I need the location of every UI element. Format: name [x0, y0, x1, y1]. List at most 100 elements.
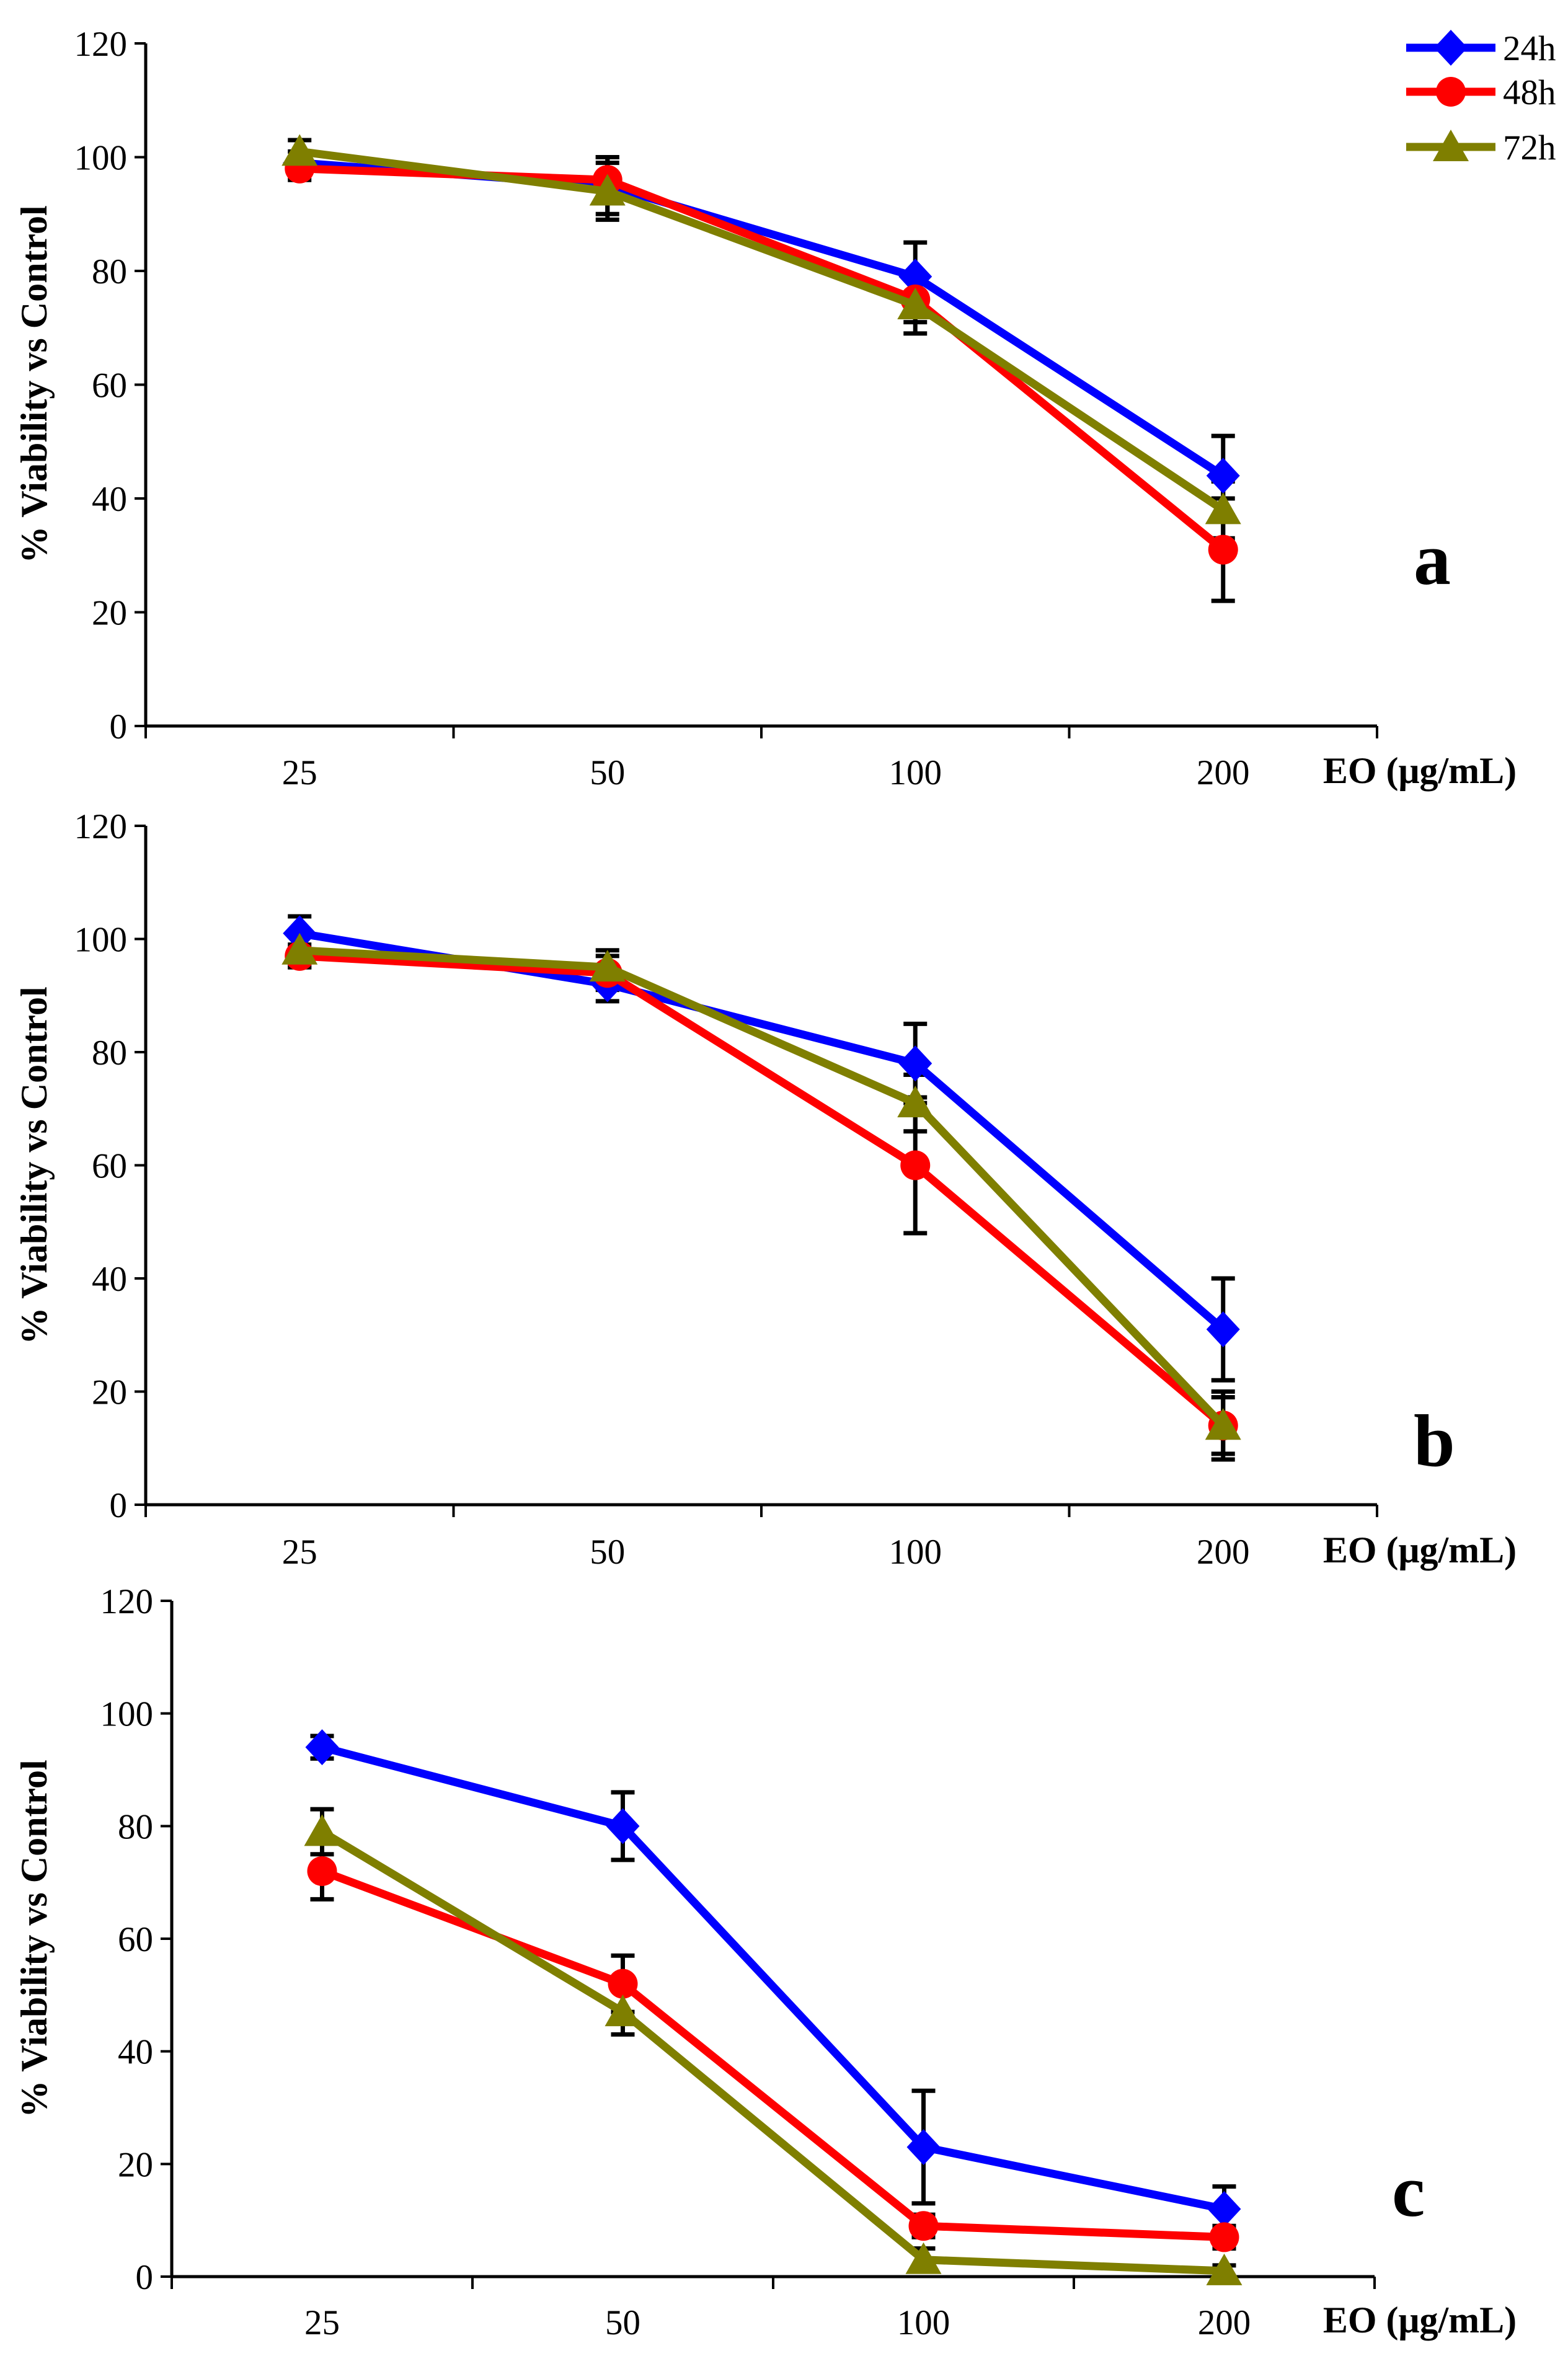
triangle-marker [1205, 492, 1241, 525]
triangle-marker [897, 1086, 934, 1118]
x-tick-label: 25 [282, 753, 317, 792]
series-48h-line [321, 1867, 1225, 2241]
x-tick-label: 50 [605, 2303, 640, 2342]
series-72h-line [320, 1828, 1225, 2275]
triangle-marker [281, 134, 318, 166]
diamond-marker [898, 259, 932, 295]
x-tick-label: 200 [1197, 753, 1250, 792]
x-tick-label: 100 [889, 1533, 942, 1572]
series-24h-line [299, 159, 1226, 479]
triangle-marker [589, 174, 626, 206]
series-72h [304, 1814, 1242, 2285]
x-tick-label: 50 [590, 753, 625, 792]
y-tick-label: 0 [110, 707, 128, 746]
diamond-marker [1206, 1311, 1240, 1348]
legend-label: 48h [1503, 73, 1556, 112]
y-tick-label: 40 [92, 480, 127, 519]
diamond-marker [898, 1045, 932, 1082]
circle-marker [1208, 534, 1238, 565]
triangle-marker [589, 950, 626, 982]
circle-marker [608, 1968, 638, 1999]
series-48h-line [299, 952, 1226, 1429]
triangle-marker [905, 2242, 942, 2274]
axes: 0 20 40 60 80 100 120 25 50 100 200 [74, 807, 1378, 1572]
axes: 0 20 40 60 80 100 120 25 50 100 200 [74, 25, 1378, 792]
triangle-marker [897, 288, 934, 320]
y-tick-label: 60 [118, 1920, 153, 1959]
y-tick-label: 120 [74, 25, 128, 64]
y-axis-title: % Viability vs Control [14, 205, 55, 563]
y-tick-label: 40 [92, 1260, 127, 1299]
y-tick-label: 60 [92, 1147, 127, 1186]
legend-item-24h: 24h [1406, 29, 1556, 68]
x-tick-label: 100 [889, 753, 942, 792]
y-tick-label: 120 [100, 1582, 154, 1621]
y-tick-label: 80 [92, 1034, 127, 1073]
circle-marker [908, 2211, 939, 2241]
y-tick-label: 100 [74, 921, 128, 960]
panel-letter-c: c [1392, 2150, 1425, 2232]
series-24h [305, 1729, 1241, 2227]
triangle-marker [281, 932, 318, 965]
panel-c: 0 20 40 60 80 100 120 25 50 100 200 % Viability vs … [14, 1582, 1517, 2342]
series-48h-line [299, 164, 1226, 553]
x-tick-label: 200 [1198, 2303, 1251, 2342]
triangle-marker [605, 1995, 641, 2027]
x-axis-title: EO (μg/mL) [1323, 750, 1517, 791]
panel-b: 0 20 40 60 80 100 120 25 50 100 200 % Viability vs … [14, 807, 1517, 1572]
y-tick-label: 0 [110, 1486, 128, 1525]
y-tick-label: 120 [74, 807, 128, 846]
y-tick-label: 80 [92, 252, 127, 291]
y-axis-title: % Viability vs Control [14, 986, 55, 1344]
circle-marker [900, 1150, 931, 1180]
panel-a: 0 20 40 60 80 100 120 25 50 100 200 % Viability vs … [14, 25, 1556, 792]
y-tick-label: 100 [74, 139, 128, 178]
legend-circle-marker [1436, 77, 1466, 107]
y-tick-label: 20 [118, 2145, 153, 2184]
y-tick-label: 60 [92, 366, 127, 405]
series-24h-line [299, 929, 1226, 1333]
circle-marker [307, 1856, 337, 1886]
diamond-marker [906, 2129, 941, 2166]
y-tick-label: 100 [100, 1695, 154, 1734]
y-tick-label: 80 [118, 1807, 153, 1846]
error-bars [288, 914, 1235, 1462]
triangle-marker [1206, 2253, 1242, 2285]
x-axis-title: EO (μg/mL) [1323, 1530, 1517, 1570]
y-tick-label: 40 [118, 2033, 153, 2072]
triangle-marker [304, 1814, 340, 1846]
x-tick-label: 25 [282, 1533, 317, 1572]
diamond-marker [1206, 458, 1240, 494]
panel-letter-b: b [1414, 1399, 1455, 1482]
error-bars [310, 1734, 1236, 2279]
circle-marker [1209, 2222, 1239, 2252]
y-tick-label: 0 [136, 2258, 154, 2297]
series-48h [307, 1856, 1239, 2252]
diamond-marker [1207, 2191, 1241, 2227]
diamond-marker [606, 1808, 640, 1844]
error-bars [288, 138, 1235, 603]
panel-letter-a: a [1414, 518, 1451, 600]
triangle-marker [1205, 1408, 1241, 1440]
y-tick-label: 20 [92, 1373, 127, 1412]
y-tick-label: 20 [92, 594, 127, 633]
axes: 0 20 40 60 80 100 120 25 50 100 200 [100, 1582, 1376, 2342]
series-48h [285, 153, 1238, 565]
legend-diamond-marker [1434, 30, 1468, 66]
x-tick-label: 25 [304, 2303, 340, 2342]
legend: 24h 48h 72h [1406, 29, 1556, 167]
series-72h-line [299, 147, 1226, 513]
x-tick-label: 100 [897, 2303, 950, 2342]
series-24h [283, 915, 1240, 1348]
legend-item-48h: 48h [1406, 73, 1556, 112]
y-axis-title: % Viability vs Control [14, 1760, 55, 2117]
series-72h-line [299, 946, 1226, 1428]
legend-item-72h: 72h [1406, 128, 1556, 167]
series-48h [285, 941, 1238, 1441]
legend-label: 72h [1503, 128, 1556, 167]
legend-triangle-marker [1433, 130, 1469, 161]
legend-label: 24h [1503, 29, 1556, 68]
x-axis-title: EO (μg/mL) [1323, 2300, 1517, 2340]
